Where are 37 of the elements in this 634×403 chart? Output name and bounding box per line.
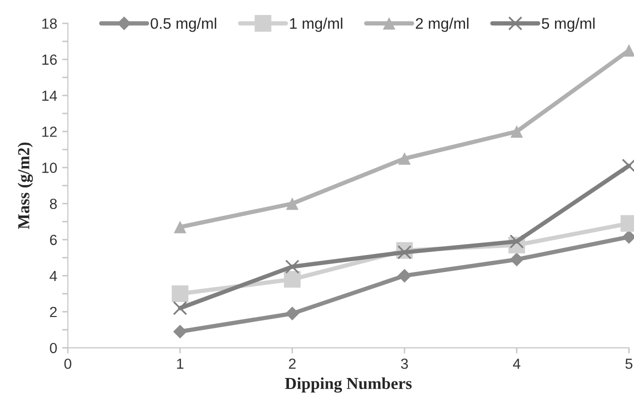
y-tick-label: 4 — [50, 270, 57, 281]
y-tick-label: 18 — [42, 18, 57, 29]
y-tick-label: 2 — [50, 306, 57, 318]
y-tick-label: 12 — [42, 126, 57, 137]
point — [510, 125, 523, 138]
x-tick-label: 1 — [177, 358, 184, 369]
point — [397, 245, 412, 260]
y-tick-label: 16 — [42, 54, 57, 65]
point — [285, 260, 300, 274]
point — [398, 152, 411, 165]
y-tick-label: 14 — [42, 90, 57, 101]
x-tick-label: 0 — [64, 358, 72, 369]
point — [285, 306, 300, 320]
legend-label: 1 mg/ml — [290, 18, 342, 32]
x-tick-label: 3 — [400, 358, 408, 369]
x-axis-title: Dipping Numbers — [285, 377, 412, 393]
legend-label: 5 mg/ml — [542, 18, 595, 32]
point — [510, 234, 524, 249]
point — [172, 301, 188, 316]
x-tick-label: 4 — [512, 358, 520, 369]
point — [510, 252, 524, 266]
point — [172, 285, 188, 302]
y-axis-title: Mass (g/m2) — [18, 142, 33, 230]
x-tick-label: 5 — [625, 358, 632, 369]
point — [284, 270, 301, 288]
point — [174, 220, 186, 234]
x-tick-label: 2 — [288, 358, 296, 369]
y-tick-label: 6 — [50, 234, 57, 246]
legend-label: 2 mg/ml — [416, 18, 468, 32]
y-tick-label: 0 — [50, 342, 57, 354]
point — [622, 44, 634, 57]
y-tick-label: 8 — [50, 198, 57, 210]
point — [173, 324, 187, 338]
point — [398, 268, 412, 283]
y-tick-label: 10 — [42, 162, 57, 173]
legend-label: 0.5 mg/ml — [150, 18, 216, 32]
point — [286, 197, 299, 210]
